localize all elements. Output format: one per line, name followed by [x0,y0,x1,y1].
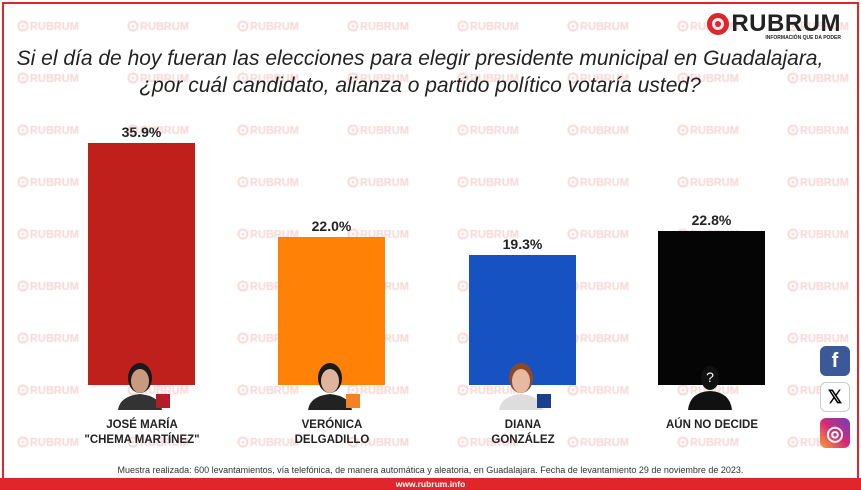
facebook-icon[interactable]: f [820,346,850,376]
candidate-photo [491,360,551,410]
logo-name: RUBRUM [731,10,841,37]
category-label-line: DIANA [504,419,542,431]
category-label-line: "CHEMA MARTÍNEZ" [84,434,200,446]
data-label: 35.9% [121,124,162,140]
logo-ring-icon [707,13,730,35]
data-label: 22.0% [311,217,352,234]
data-label: 22.8% [691,212,732,229]
candidate-photo [300,360,360,410]
footnote: Muestra realizada: 600 levantamientos, v… [117,465,744,475]
instagram-icon[interactable]: ◎ [820,418,850,448]
category-label-line: VERÓNICA [301,419,363,431]
category-label: JOSÉ MARÍA "CHEMA MARTÍNEZ" [62,418,222,448]
category-label: VERÓNICA DELGADILLO [252,418,412,448]
unknown-silhouette-icon: ? [680,360,740,410]
category-label-line: AÚN NO DECIDE [665,419,758,431]
category-label: AÚN NO DECIDE [632,418,792,433]
candidate-photo [110,360,170,410]
category-label-line: GONZÁLEZ [491,434,555,446]
rubrum-logo: RUBRUM INFORMACIÓN QUE DA PODER [707,12,841,41]
category-label: DIANA GONZÁLEZ [443,418,603,448]
footer-url[interactable]: www.rubrum.info [0,478,861,490]
x-glyph: 𝕏 [827,386,843,407]
data-label: 19.3% [502,235,543,252]
category-label-line: DELGADILLO [294,434,370,446]
facebook-glyph: f [831,349,839,372]
bar-3 [658,231,765,385]
category-label-line: JOSÉ MARÍA [106,419,178,431]
chart-title: Si el día de hoy fueran las elecciones p… [16,47,824,97]
svg-text:?: ? [706,369,714,385]
bar-1 [278,236,385,385]
logo-tagline: INFORMACIÓN QUE DA PODER [765,35,841,41]
x-icon[interactable]: 𝕏 [820,382,850,412]
instagram-glyph: ◎ [826,422,844,445]
bar-0 [88,143,195,385]
